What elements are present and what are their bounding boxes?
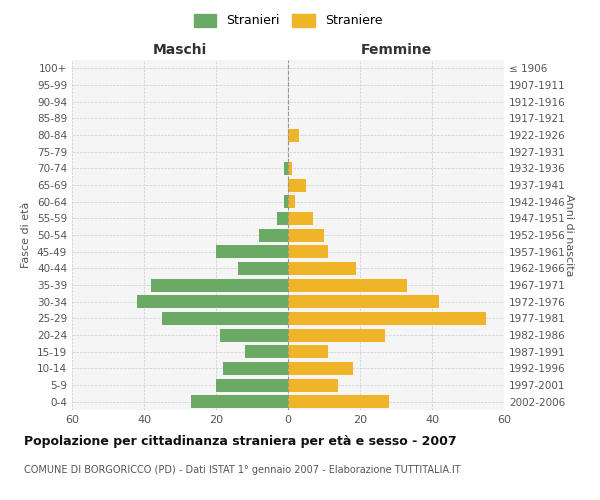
Bar	[288, 128, 299, 141]
Bar	[288, 295, 439, 308]
Bar	[288, 245, 328, 258]
Bar	[162, 312, 288, 325]
Legend: Stranieri, Straniere: Stranieri, Straniere	[189, 8, 387, 32]
Bar	[191, 395, 288, 408]
Bar	[288, 328, 385, 342]
Bar	[216, 378, 288, 392]
Bar	[223, 362, 288, 375]
Bar	[288, 162, 292, 175]
Bar	[288, 312, 486, 325]
Bar	[277, 212, 288, 225]
Bar	[216, 245, 288, 258]
Bar	[288, 395, 389, 408]
Bar	[284, 162, 288, 175]
Bar	[288, 212, 313, 225]
Bar	[288, 278, 407, 291]
Text: Femmine: Femmine	[361, 42, 431, 56]
Bar	[288, 195, 295, 208]
Bar	[151, 278, 288, 291]
Bar	[288, 362, 353, 375]
Bar	[238, 262, 288, 275]
Bar	[288, 262, 356, 275]
Text: Maschi: Maschi	[153, 42, 207, 56]
Bar	[259, 228, 288, 241]
Bar	[284, 195, 288, 208]
Bar	[220, 328, 288, 342]
Y-axis label: Fasce di età: Fasce di età	[22, 202, 31, 268]
Bar	[288, 345, 328, 358]
Text: Popolazione per cittadinanza straniera per età e sesso - 2007: Popolazione per cittadinanza straniera p…	[24, 435, 457, 448]
Bar	[245, 345, 288, 358]
Bar	[137, 295, 288, 308]
Text: COMUNE DI BORGORICCO (PD) - Dati ISTAT 1° gennaio 2007 - Elaborazione TUTTITALIA: COMUNE DI BORGORICCO (PD) - Dati ISTAT 1…	[24, 465, 461, 475]
Bar	[288, 178, 306, 192]
Y-axis label: Anni di nascita: Anni di nascita	[564, 194, 574, 276]
Bar	[288, 228, 324, 241]
Bar	[288, 378, 338, 392]
